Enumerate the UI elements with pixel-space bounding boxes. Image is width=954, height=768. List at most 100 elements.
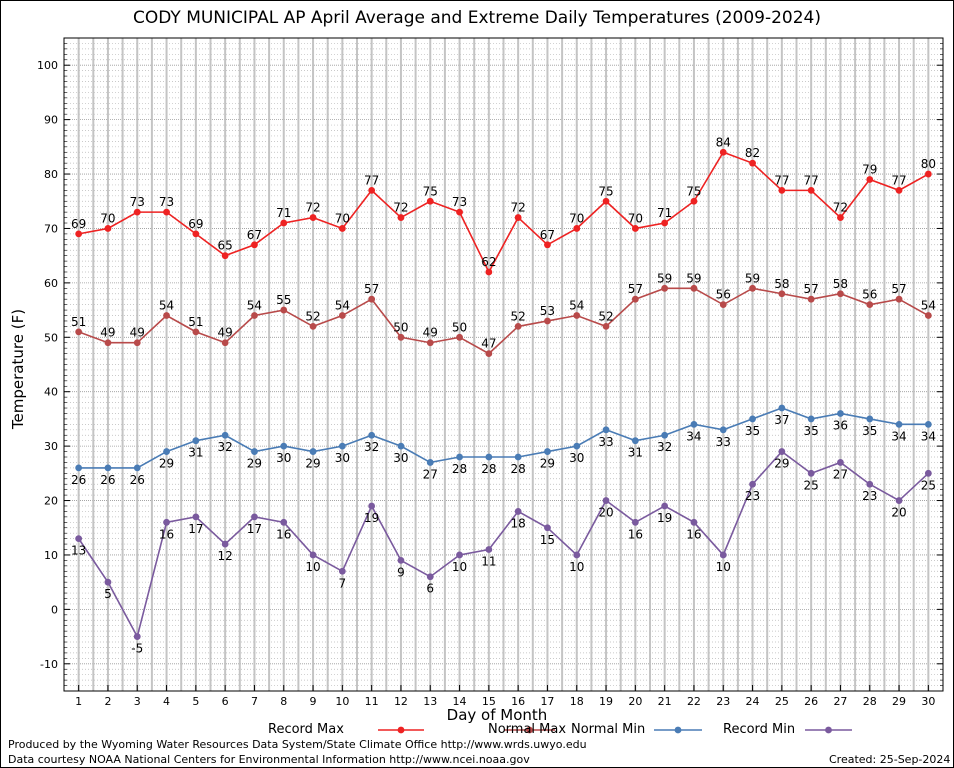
x-tick-label: 16	[511, 695, 525, 708]
x-tick-label: 21	[658, 695, 672, 708]
x-tick-label: 26	[804, 695, 818, 708]
data-label: 5	[104, 587, 112, 601]
data-point	[602, 323, 610, 330]
data-point	[837, 290, 844, 298]
x-tick-label: 8	[280, 695, 287, 708]
data-point	[719, 148, 727, 156]
data-point	[251, 448, 258, 455]
x-tick-label: 1	[75, 695, 82, 708]
data-label: 6	[426, 582, 434, 596]
legend-label: Normal Min	[571, 722, 646, 737]
data-point	[280, 219, 288, 227]
data-point	[426, 459, 434, 466]
x-tick-label: 14	[453, 695, 467, 708]
data-label: 37	[774, 413, 789, 427]
data-point	[104, 339, 112, 347]
series-line-record-min	[77, 450, 929, 639]
data-point	[807, 295, 815, 303]
data-label: 30	[393, 451, 408, 465]
data-label: 51	[71, 315, 86, 329]
data-point	[280, 518, 288, 526]
data-label: 62	[481, 255, 496, 269]
data-point	[778, 186, 786, 194]
data-point	[807, 469, 815, 477]
data-label: 32	[657, 440, 672, 454]
data-point	[924, 312, 932, 319]
data-label: 70	[569, 211, 584, 225]
data-point	[221, 540, 229, 548]
data-point	[192, 328, 200, 336]
x-tick-label: 3	[134, 695, 141, 708]
x-tick-label: 5	[192, 695, 199, 708]
data-point	[514, 453, 522, 461]
legend-item-record-max: Record Max	[268, 722, 344, 737]
data-label: 10	[452, 560, 467, 574]
data-point	[602, 497, 610, 504]
data-point	[924, 420, 932, 428]
data-label: 16	[276, 527, 291, 541]
data-label: 18	[511, 516, 526, 530]
data-point	[163, 448, 170, 455]
x-tick-label: 13	[423, 695, 437, 708]
data-point	[221, 339, 229, 347]
data-label: 32	[218, 440, 233, 454]
data-label: 50	[452, 320, 467, 334]
data-label: 29	[247, 457, 262, 471]
data-point	[485, 268, 493, 276]
footer-created: Created: 25-Sep-2024	[829, 753, 951, 766]
data-point	[426, 197, 434, 205]
data-point	[544, 524, 551, 532]
data-point	[749, 480, 756, 488]
data-label: 73	[130, 195, 145, 209]
data-label: 75	[686, 184, 701, 198]
data-point	[309, 551, 317, 559]
data-label: 79	[862, 162, 877, 176]
data-point	[807, 415, 815, 423]
data-label: 57	[804, 282, 819, 296]
data-point	[544, 317, 551, 325]
data-point	[719, 551, 727, 559]
y-tick-label: 100	[37, 59, 58, 72]
data-label: 49	[130, 326, 145, 340]
data-label: 34	[921, 429, 936, 443]
data-point	[251, 513, 258, 521]
data-label: 26	[71, 473, 86, 487]
data-label: 54	[335, 299, 350, 313]
data-label: 72	[511, 201, 526, 215]
data-label: 82	[745, 146, 760, 160]
data-label: 49	[423, 326, 438, 340]
x-tick-label: 22	[687, 695, 701, 708]
data-point	[631, 225, 639, 232]
x-tick-label: 20	[628, 695, 642, 708]
data-point	[221, 431, 229, 439]
data-point	[338, 567, 346, 575]
data-point	[661, 284, 669, 292]
data-label: 67	[247, 228, 262, 242]
footer-data-courtesy: Data courtesy NOAA National Centers for …	[8, 753, 530, 766]
data-point	[514, 323, 522, 330]
data-label: 54	[247, 299, 262, 313]
data-label: 56	[862, 288, 877, 302]
x-tick-label: 23	[716, 695, 730, 708]
data-label: 35	[862, 424, 877, 438]
data-point	[309, 214, 317, 221]
data-label: 10	[305, 560, 320, 574]
data-label: 47	[481, 337, 496, 351]
data-label: 15	[540, 533, 555, 547]
x-tick-label: 19	[599, 695, 613, 708]
data-point	[631, 518, 639, 526]
data-label: 80	[921, 157, 936, 171]
data-point	[719, 301, 727, 309]
data-point	[866, 415, 874, 423]
data-point	[251, 312, 258, 319]
data-label: 10	[716, 560, 731, 574]
data-point	[163, 518, 170, 526]
x-tick-label: 24	[746, 695, 760, 708]
data-point	[631, 295, 639, 303]
data-label: 19	[657, 511, 672, 525]
x-tick-label: 27	[833, 695, 847, 708]
data-label: 59	[745, 271, 760, 285]
data-label: 65	[218, 239, 233, 253]
data-label: 31	[188, 446, 203, 460]
data-label: 77	[364, 173, 379, 187]
